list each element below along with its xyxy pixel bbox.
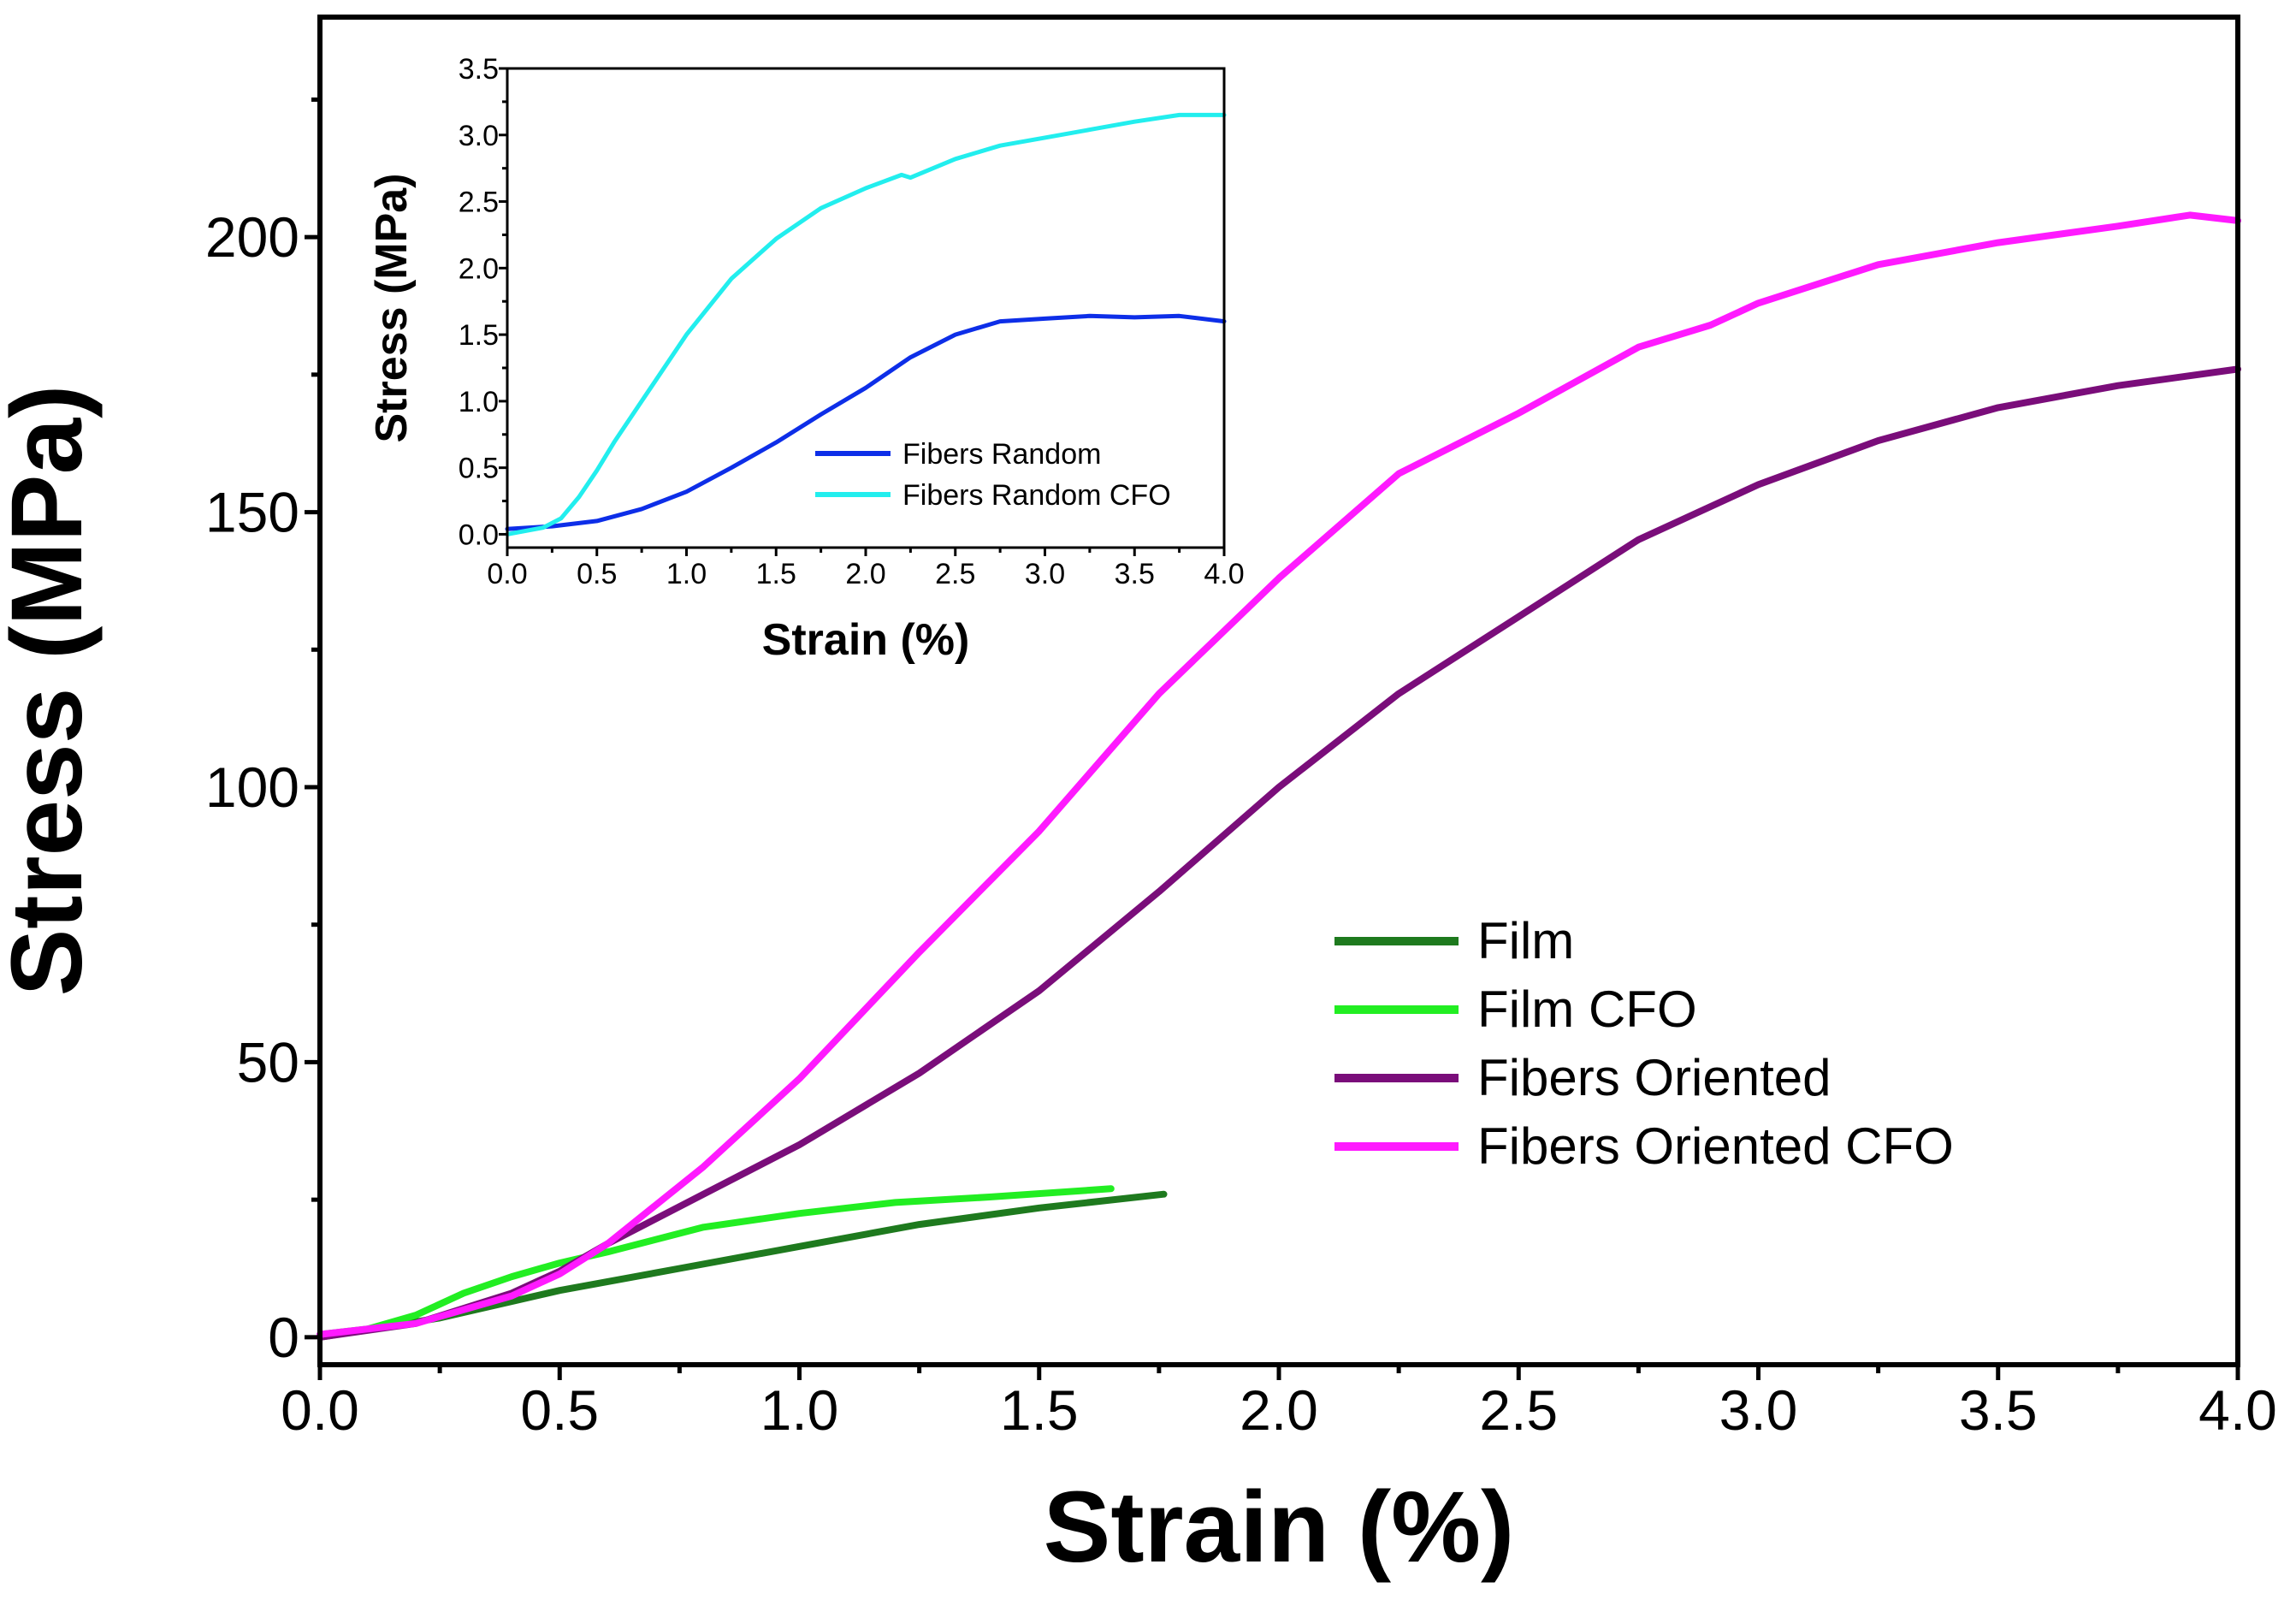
inset-x-tick-label: 1.0: [666, 558, 707, 590]
main-x-tick-label: 2.5: [1479, 1378, 1558, 1442]
main-x-tick-label: 1.5: [1000, 1378, 1079, 1442]
main-y-ticks: 0 50 100 150 200: [205, 97, 320, 1369]
main-x-ticks: 0.0 0.5 1.0 1.5 2.0 2.5 3.0 3.5 4.0: [281, 1365, 2277, 1442]
main-x-tick-label: 4.0: [2198, 1378, 2277, 1442]
inset-y-ticks: 0.0 0.5 1.0 1.5 2.0 2.5 3.0 3.5: [459, 53, 507, 551]
main-y-tick-label: 100: [205, 756, 299, 819]
main-legend-label: Film CFO: [1477, 981, 1697, 1038]
inset-legend-label: Fibers Random CFO: [902, 479, 1171, 512]
main-x-tick-label: 3.5: [1959, 1378, 2038, 1442]
inset-y-tick-label: 1.0: [459, 386, 499, 418]
main-x-tick-label: 0.0: [281, 1378, 359, 1442]
inset-x-tick-label: 2.5: [935, 558, 975, 590]
inset-x-tick-label: 0.0: [487, 558, 527, 590]
inset-background: [507, 68, 1224, 548]
inset-x-tick-label: 2.0: [845, 558, 885, 590]
main-legend-label: Fibers Oriented CFO: [1477, 1117, 1954, 1175]
main-x-tick-label: 0.5: [520, 1378, 599, 1442]
main-x-tick-label: 1.0: [760, 1378, 839, 1442]
main-y-axis-title: Stress (MPa): [0, 385, 104, 997]
inset-x-tick-label: 0.5: [577, 558, 617, 590]
inset-y-tick-label: 3.0: [459, 120, 499, 152]
inset-y-tick-label: 2.0: [459, 252, 499, 285]
inset-x-tick-label: 1.5: [756, 558, 796, 590]
inset-plot: 0.0 0.5 1.0 1.5 2.0 2.5 3.0 3.5 4.0 0.0 0.5 1.0 1.5…: [367, 53, 1245, 665]
main-legend: Film Film CFO Fibers Oriented Fibers Orient…: [1334, 912, 1954, 1175]
inset-series-line-1: [505, 112, 1227, 536]
main-y-tick-label: 200: [205, 205, 299, 269]
inset-legend-label: Fibers Random: [902, 438, 1101, 471]
main-x-axis-title: Strain (%): [1044, 1471, 1515, 1584]
inset-y-tick-label: 3.5: [459, 53, 499, 86]
main-plot: 0.0 0.5 1.0 1.5 2.0 2.5 3.0 3.5 4.0 0 50 100 150 200…: [0, 15, 2277, 1584]
inset-y-tick-label: 0.0: [459, 519, 499, 551]
inset-series-line-0: [505, 313, 1227, 531]
inset-series-group: [505, 112, 1227, 536]
main-y-tick-label: 150: [205, 481, 299, 544]
main-y-tick-label: 50: [237, 1030, 299, 1093]
inset-x-tick-label: 3.5: [1115, 558, 1155, 590]
inset-y-tick-label: 1.5: [459, 319, 499, 352]
main-x-tick-label: 3.0: [1719, 1378, 1798, 1442]
main-series-group: [317, 211, 2241, 1341]
inset-y-tick-label: 2.5: [459, 187, 499, 219]
inset-x-axis-title: Strain (%): [762, 615, 970, 665]
inset-legend: Fibers Random Fibers Random CFO: [815, 438, 1171, 512]
main-y-tick-label: 0: [268, 1306, 299, 1369]
main-legend-label: Fibers Oriented: [1477, 1049, 1831, 1106]
main-x-tick-label: 2.0: [1240, 1378, 1318, 1442]
inset-x-tick-label: 3.0: [1025, 558, 1065, 590]
inset-x-tick-label: 4.0: [1204, 558, 1244, 590]
inset-y-tick-label: 0.5: [459, 453, 499, 485]
inset-y-axis-title: Stress (MPa): [367, 174, 417, 443]
inset-x-ticks: 0.0 0.5 1.0 1.5 2.0 2.5 3.0 3.5 4.0: [487, 548, 1245, 590]
main-legend-label: Film: [1477, 912, 1574, 969]
main-series-line-3: [317, 211, 2241, 1338]
